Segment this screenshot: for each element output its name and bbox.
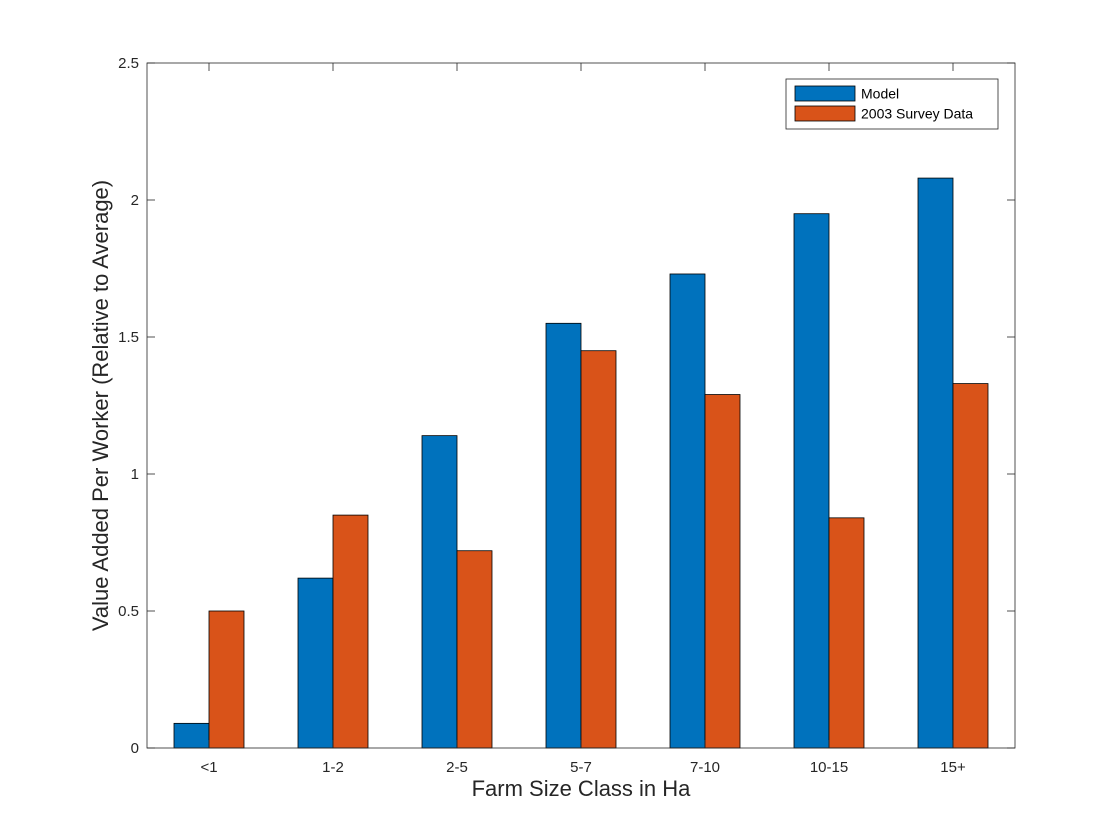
y-tick-label-1: 0.5 [118,603,139,620]
ticks-group: 0 0.5 1 1.5 2 2.5 <1 1-2 2-5 5-7 7-10 10-15 15+ [118,55,1015,776]
x-tick-label-2: 2-5 [446,759,468,776]
bar-model-0 [173,722,210,749]
legend-label-0: Model [861,86,899,102]
legend-label-1: 2003 Survey Data [861,106,973,122]
bar-survey-3 [580,350,617,749]
bar-survey-2 [456,550,493,749]
bar-survey-0 [208,610,245,749]
y-tick-label-3: 1.5 [118,329,139,346]
y-tick-label-0: 0 [131,740,139,757]
x-tick-label-3: 5-7 [570,759,592,776]
x-axis-label: Farm Size Class in Ha [472,776,692,801]
y-axis-label: Value Added Per Worker (Relative to Aver… [88,180,113,631]
bars-group [173,177,989,749]
x-tick-label-4: 7-10 [690,759,720,776]
legend: Model 2003 Survey Data [785,78,999,130]
bar-survey-4 [704,394,741,749]
x-tick-label-5: 10-15 [810,759,848,776]
bar-model-2 [421,435,458,749]
x-tick-label-0: <1 [200,759,217,776]
bar-model-5 [793,213,830,749]
bar-survey-5 [828,517,865,749]
bar-survey-6 [952,383,989,749]
y-tick-label-4: 2 [131,192,139,209]
bar-model-6 [917,177,954,749]
y-tick-label-5: 2.5 [118,55,139,72]
bar-model-4 [669,273,706,749]
x-tick-label-6: 15+ [940,759,966,776]
y-tick-label-2: 1 [131,466,139,483]
bar-survey-1 [332,514,369,749]
x-tick-label-1: 1-2 [322,759,344,776]
bar-model-1 [297,577,334,749]
legend-swatch-1 [794,105,856,122]
bar-model-3 [545,322,582,749]
legend-swatch-0 [794,85,856,102]
